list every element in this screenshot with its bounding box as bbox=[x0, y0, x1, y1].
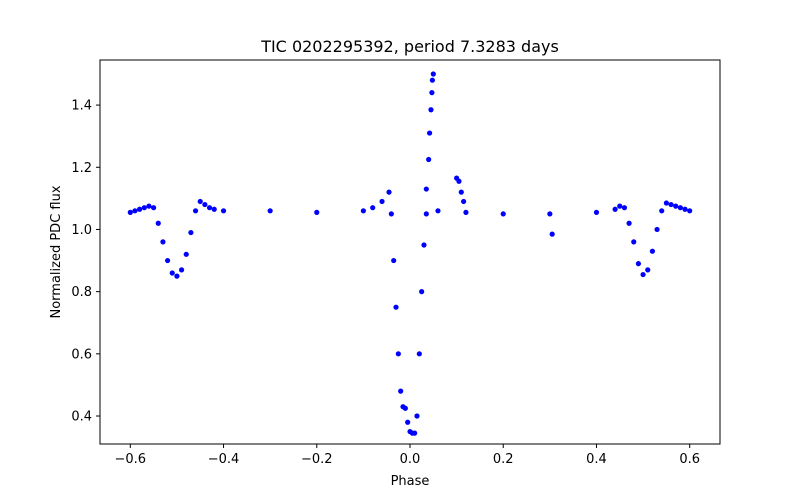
y-tick-label: 1.0 bbox=[71, 223, 92, 238]
data-point bbox=[421, 242, 427, 248]
x-axis-label: Phase bbox=[391, 474, 430, 489]
data-point bbox=[379, 198, 385, 205]
data-point bbox=[435, 208, 441, 214]
data-point bbox=[132, 208, 138, 214]
data-point bbox=[127, 209, 133, 215]
data-point bbox=[174, 273, 180, 279]
y-axis-ticks: 0.4 0.6 0.8 1.0 1.2 1.4 bbox=[71, 99, 100, 425]
y-tick-label: 1.4 bbox=[71, 99, 92, 114]
plot-background bbox=[100, 60, 720, 444]
data-point bbox=[267, 208, 273, 214]
data-point bbox=[677, 205, 683, 211]
data-point bbox=[458, 189, 464, 195]
x-tick-label: 0.6 bbox=[679, 452, 700, 467]
data-point bbox=[412, 430, 418, 436]
data-point bbox=[673, 203, 679, 209]
data-point bbox=[398, 388, 404, 394]
x-tick-label: 0.4 bbox=[586, 452, 607, 467]
x-tick-label: 0.0 bbox=[400, 452, 421, 467]
y-tick-label: 0.6 bbox=[71, 347, 92, 362]
data-point bbox=[668, 201, 674, 208]
x-tick-label: 0.2 bbox=[493, 452, 514, 467]
data-point bbox=[202, 201, 208, 208]
data-point bbox=[428, 107, 434, 113]
data-point bbox=[160, 239, 166, 245]
data-point bbox=[429, 77, 435, 83]
data-point bbox=[461, 198, 467, 205]
data-point bbox=[192, 208, 199, 214]
y-tick-label: 0.4 bbox=[71, 410, 92, 425]
data-point bbox=[429, 90, 435, 96]
data-point bbox=[370, 205, 376, 211]
x-axis-ticks: −0.6 −0.4 −0.2 0.0 0.2 0.4 0.6 bbox=[115, 444, 700, 467]
data-point bbox=[211, 206, 217, 212]
data-point bbox=[612, 206, 618, 212]
plot-area bbox=[99, 59, 721, 445]
data-point bbox=[388, 211, 394, 217]
data-point bbox=[423, 211, 429, 217]
data-point bbox=[426, 156, 432, 163]
data-point bbox=[463, 209, 469, 215]
data-point bbox=[687, 208, 693, 214]
data-point bbox=[169, 270, 175, 276]
data-point bbox=[414, 413, 420, 419]
data-point bbox=[549, 231, 555, 237]
data-point bbox=[314, 209, 320, 215]
x-tick-label: −0.6 bbox=[115, 452, 147, 467]
data-point bbox=[654, 226, 660, 233]
data-point bbox=[659, 208, 665, 214]
data-point bbox=[151, 205, 157, 211]
data-point bbox=[137, 206, 143, 212]
data-point bbox=[500, 211, 506, 217]
data-point bbox=[419, 289, 425, 295]
data-point bbox=[423, 186, 429, 192]
data-point bbox=[426, 130, 433, 136]
data-point bbox=[197, 198, 203, 205]
data-point bbox=[430, 71, 436, 77]
data-point bbox=[416, 351, 422, 357]
data-point bbox=[617, 203, 623, 209]
data-point bbox=[183, 251, 189, 257]
data-point bbox=[456, 178, 462, 184]
data-point bbox=[631, 239, 637, 245]
x-tick-label: −0.4 bbox=[208, 452, 240, 467]
data-point bbox=[178, 267, 185, 273]
data-point bbox=[621, 205, 628, 211]
data-point bbox=[682, 206, 688, 212]
chart-title: TIC 0202295392, period 7.3283 days bbox=[260, 37, 559, 56]
data-point bbox=[220, 208, 227, 214]
data-point bbox=[164, 257, 171, 264]
data-point bbox=[593, 209, 600, 215]
data-point bbox=[635, 261, 642, 267]
y-tick-label: 0.8 bbox=[71, 285, 92, 300]
data-point bbox=[393, 304, 399, 310]
data-point bbox=[146, 203, 152, 209]
data-point bbox=[405, 419, 411, 425]
x-tick-label: −0.2 bbox=[301, 452, 333, 467]
data-point bbox=[155, 220, 161, 226]
data-point bbox=[188, 229, 194, 236]
data-point bbox=[626, 220, 632, 226]
data-point bbox=[663, 200, 669, 206]
data-point bbox=[649, 248, 656, 254]
y-tick-label: 1.2 bbox=[71, 161, 92, 176]
data-point bbox=[547, 211, 553, 217]
data-point bbox=[360, 208, 366, 214]
data-point bbox=[395, 351, 401, 357]
scatter-points bbox=[127, 71, 693, 436]
data-point bbox=[645, 267, 651, 273]
data-point bbox=[402, 405, 408, 411]
data-point bbox=[640, 271, 646, 278]
data-point bbox=[391, 257, 397, 264]
data-point bbox=[386, 189, 392, 195]
data-point bbox=[206, 205, 213, 211]
data-point bbox=[141, 205, 147, 211]
y-axis-label: Normalized PDC flux bbox=[49, 185, 64, 318]
